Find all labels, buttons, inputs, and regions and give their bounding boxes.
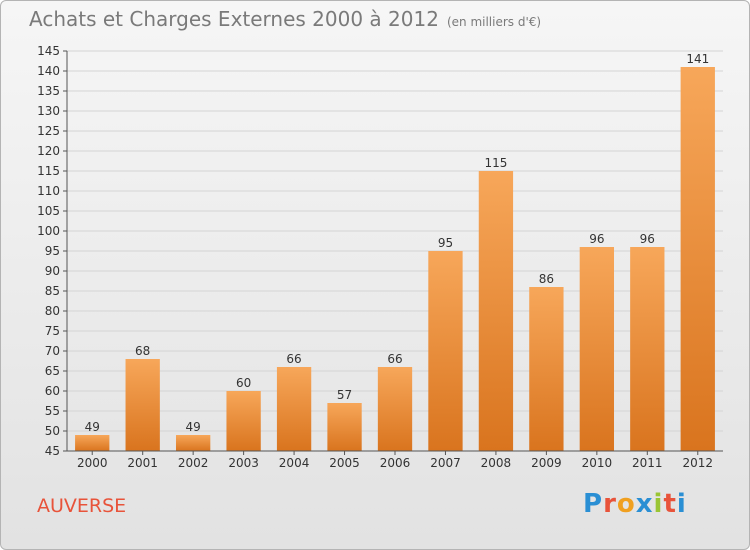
bar-2007 (428, 251, 463, 451)
x-tick-label-2004: 2004 (279, 456, 310, 470)
chart-subtitle: (en milliers d'€) (446, 15, 542, 29)
value-label-2006: 66 (387, 352, 402, 366)
x-tick-label-2008: 2008 (481, 456, 512, 470)
bar-2000 (75, 435, 110, 451)
bar-2003 (226, 391, 261, 451)
x-tick-label-2001: 2001 (127, 456, 158, 470)
y-tick-label: 90 (45, 264, 60, 278)
y-tick-label: 55 (45, 404, 60, 418)
value-label-2002: 49 (186, 420, 201, 434)
y-tick-label: 70 (45, 344, 60, 358)
value-label-2010: 96 (589, 232, 604, 246)
value-label-2000: 49 (85, 420, 100, 434)
x-tick-label-2009: 2009 (531, 456, 562, 470)
logo-letter: x (635, 489, 654, 519)
y-tick-label: 110 (37, 184, 60, 198)
y-tick-label: 135 (37, 84, 60, 98)
logo-letter: o (616, 489, 636, 519)
x-tick-label-2010: 2010 (582, 456, 613, 470)
logo-letter: P (583, 489, 604, 519)
y-tick-label: 100 (37, 224, 60, 238)
y-axis-ticks: 45 50 55 60 65 70 75 80 85 90 95 100 105 110 115 120 125… (37, 44, 67, 458)
bar-2008 (478, 171, 514, 451)
bar-2004 (276, 367, 312, 451)
value-label-2007: 95 (438, 236, 453, 250)
bars (75, 67, 715, 451)
y-tick-label: 50 (45, 424, 60, 438)
value-label-2003: 60 (236, 376, 251, 390)
value-label-2008: 115 (484, 156, 507, 170)
value-labels: 49 68 49 60 66 57 66 95 115 86 96 96 141 (85, 52, 710, 434)
logo-letter: i (676, 489, 687, 519)
value-label-2009: 86 (539, 272, 554, 286)
x-tick-label-2003: 2003 (228, 456, 259, 470)
y-tick-label: 125 (37, 124, 60, 138)
x-tick-label-2007: 2007 (430, 456, 461, 470)
value-label-2005: 57 (337, 388, 352, 402)
location-label: AUVERSE (37, 495, 127, 517)
y-tick-label: 105 (37, 204, 60, 218)
logo-letter: t (663, 489, 677, 519)
logo-letter: i (653, 489, 664, 519)
value-label-2001: 68 (135, 344, 150, 358)
bar-2010 (579, 247, 615, 451)
y-tick-label: 145 (37, 44, 60, 58)
x-tick-label-2011: 2011 (632, 456, 663, 470)
bar-2001 (125, 359, 160, 451)
y-tick-label: 45 (45, 444, 60, 458)
value-label-2004: 66 (286, 352, 301, 366)
y-tick-label: 60 (45, 384, 60, 398)
x-tick-label-2006: 2006 (380, 456, 411, 470)
chart-title: Achats et Charges Externes 2000 à 2012 (e… (29, 7, 541, 31)
x-tick-label-2005: 2005 (329, 456, 360, 470)
bar-2009 (529, 287, 564, 451)
y-tick-label: 85 (45, 284, 60, 298)
x-tick-label-2000: 2000 (77, 456, 108, 470)
y-tick-label: 65 (45, 364, 60, 378)
y-tick-label: 95 (45, 244, 60, 258)
value-label-2012: 141 (686, 52, 709, 66)
x-tick-label-2002: 2002 (178, 456, 209, 470)
proxiti-logo: Proxiti (583, 489, 687, 519)
chart-title-text: Achats et Charges Externes 2000 à 2012 (29, 7, 439, 31)
bar-2011 (630, 247, 665, 451)
logo-letter: r (603, 489, 617, 519)
y-tick-label: 115 (37, 164, 60, 178)
value-label-2011: 96 (640, 232, 655, 246)
bar-2006 (377, 367, 413, 451)
bar-2002 (175, 435, 211, 451)
x-axis-ticks: 2000 2001 2002 2003 2004 2005 2006 2007 2008 2009… (77, 451, 713, 470)
bar-2012 (680, 67, 715, 451)
x-tick-label-2012: 2012 (682, 456, 713, 470)
bar-2005 (327, 403, 362, 451)
y-tick-label: 80 (45, 304, 60, 318)
y-tick-label: 130 (37, 104, 60, 118)
y-tick-label: 120 (37, 144, 60, 158)
y-tick-label: 140 (37, 64, 60, 78)
y-tick-label: 75 (45, 324, 60, 338)
